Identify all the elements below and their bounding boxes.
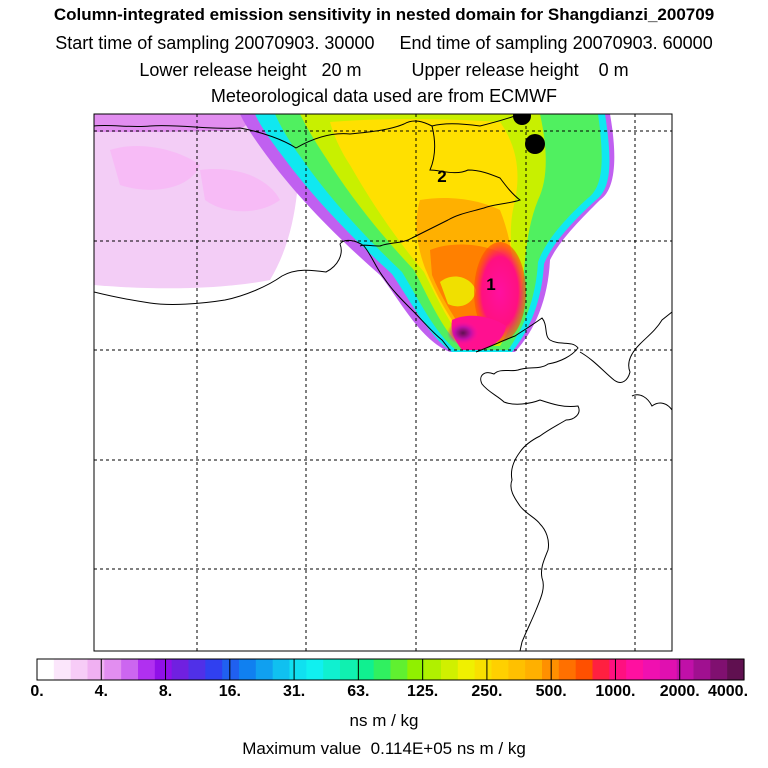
colorbar-tick-label: 63.	[347, 683, 370, 700]
colorbar-cell	[710, 659, 728, 680]
sampling-times: Start time of sampling 20070903. 30000 E…	[55, 33, 713, 53]
colorbar-cell	[323, 659, 341, 680]
coastline-west	[94, 239, 451, 351]
chart-title: Column-integrated emission sensitivity i…	[53, 5, 715, 24]
colorbar-cell	[53, 659, 72, 680]
colorbar-cell	[306, 659, 324, 680]
colorbar-cell	[239, 659, 257, 680]
colorbar-cell	[643, 659, 661, 680]
met-data-source: Meteorological data used are from ECMWF	[210, 86, 558, 106]
colorbar-cell	[676, 659, 695, 680]
colorbar-cell	[188, 659, 206, 680]
colorbar-cell	[255, 659, 274, 680]
colorbar-cell	[727, 659, 745, 680]
colorbar-tick-label: 500.	[535, 683, 567, 700]
colorbar-cell	[87, 659, 105, 680]
colorbar-cell	[508, 659, 526, 680]
colorbar-cell	[205, 659, 223, 680]
colorbar-cell	[592, 659, 610, 680]
map-label-2: 2	[437, 167, 446, 186]
colorbar-cell	[289, 659, 307, 680]
colorbar-cell	[693, 659, 711, 680]
colorbar-cell	[457, 659, 476, 680]
border-north	[94, 114, 521, 149]
colorbar-cell	[272, 659, 291, 680]
colorbar-cell	[154, 659, 173, 680]
colorbar-cell	[609, 659, 627, 680]
colorbar-cell	[222, 659, 240, 680]
map-label-1: 1	[486, 275, 495, 294]
province-border	[359, 125, 522, 247]
coastline-northeast	[579, 311, 672, 383]
colorbar-tick-label: 0.	[30, 683, 44, 700]
colorbar-cell	[626, 659, 644, 680]
maximum-value: Maximum value 0.114E+05 ns m / kg	[242, 739, 526, 758]
plume-layer-violet	[94, 114, 260, 132]
lat-lon-grid	[94, 114, 672, 651]
map-frame	[93, 113, 673, 652]
plume-layer-pink	[474, 242, 526, 342]
colorbar-tick-label: 1000.	[595, 683, 636, 700]
coastlines-and-borders	[94, 114, 672, 651]
station-marker	[513, 114, 531, 125]
colorbar-cell	[340, 659, 358, 680]
colorbar-cell	[659, 659, 678, 680]
colorbar-tick-label: 4000.	[707, 683, 749, 700]
colorbar-cell	[558, 659, 577, 680]
coastline-far-east	[631, 394, 672, 411]
colorbar-tick-label: 250.	[471, 683, 503, 700]
colorbar-cell	[525, 659, 543, 680]
colorbar-cell	[474, 659, 493, 680]
colorbar-cell	[373, 659, 392, 680]
plume-layer-lightpink-patches	[110, 145, 280, 212]
colorbar-cell	[171, 659, 190, 680]
coastline-east	[475, 317, 580, 651]
colorbar-cell	[407, 659, 425, 680]
colorbar-cells	[37, 659, 745, 680]
colorbar-tick-label: 4.	[94, 683, 108, 700]
colorbar-cell	[121, 659, 139, 680]
station-marker	[525, 134, 545, 154]
colorbar-tick-label: 2000.	[659, 683, 700, 700]
colorbar-cell	[424, 659, 442, 680]
plume-layer-yellow-spot	[440, 276, 476, 307]
colorbar-cell	[390, 659, 408, 680]
colorbar-cell	[356, 659, 375, 680]
release-heights: Lower release height 20 m Upper release …	[139, 60, 629, 80]
colorbar-cell	[104, 659, 122, 680]
colorbar-cell	[441, 659, 459, 680]
colorbar-cell	[491, 659, 509, 680]
colorbar-tick-label: 8.	[158, 683, 173, 700]
colorbar-cell	[138, 659, 156, 680]
colorbar-units: ns m / kg	[349, 711, 419, 730]
colorbar-cell	[70, 659, 89, 680]
colorbar-tick-label: 16.	[218, 683, 241, 700]
colorbar-frame	[36, 658, 745, 681]
colorbar-cell	[37, 659, 55, 680]
colorbar-tick-label: 125.	[407, 683, 439, 700]
colorbar-tick-label: 31.	[282, 683, 306, 700]
plume-core	[447, 321, 479, 345]
colorbar-cell	[575, 659, 594, 680]
